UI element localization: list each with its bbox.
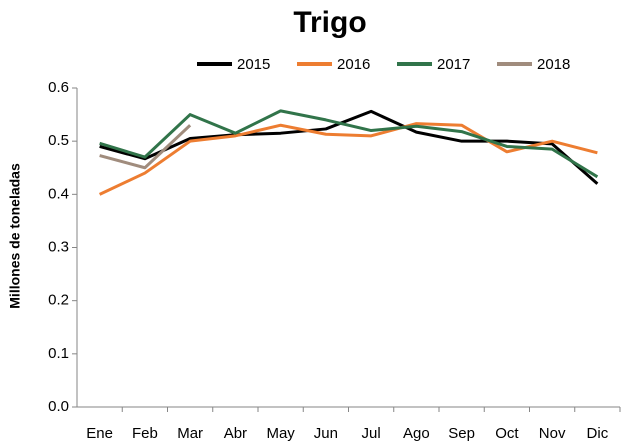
y-tick-label: 0.6	[48, 79, 69, 96]
series-line	[99, 109, 599, 179]
x-tick-label: Feb	[132, 425, 158, 442]
y-tick-label: 0.5	[48, 132, 69, 149]
legend-label: 2016	[337, 56, 370, 73]
legend-label: 2018	[537, 56, 570, 73]
y-tick-label: 0.3	[48, 238, 69, 255]
x-tick-label: Jun	[314, 425, 338, 442]
series-line	[98, 122, 598, 196]
chart-title: Trigo	[293, 6, 366, 39]
x-tick-label: Mar	[177, 425, 203, 442]
y-tick-label: 0.1	[48, 345, 69, 362]
x-tick-label: Abr	[224, 425, 247, 442]
legend-label: 2017	[437, 56, 470, 73]
x-tick-label: Dic	[587, 425, 609, 442]
series-line	[99, 109, 599, 185]
y-tick-label: 0.2	[48, 292, 69, 309]
y-tick-label: 0.0	[48, 398, 69, 415]
x-tick-label: Oct	[495, 425, 519, 442]
legend-label: 2015	[237, 56, 270, 73]
x-tick-label: Nov	[539, 425, 566, 442]
y-axis-label: Millones de toneladas	[7, 163, 23, 309]
x-tick-label: Ago	[403, 425, 430, 442]
x-tick-label: Ene	[86, 425, 113, 442]
x-tick-label: May	[266, 425, 295, 442]
series-line	[99, 124, 192, 170]
x-tick-label: Sep	[448, 425, 475, 442]
x-tick-label: Jul	[362, 425, 381, 442]
y-tick-label: 0.4	[48, 185, 69, 202]
